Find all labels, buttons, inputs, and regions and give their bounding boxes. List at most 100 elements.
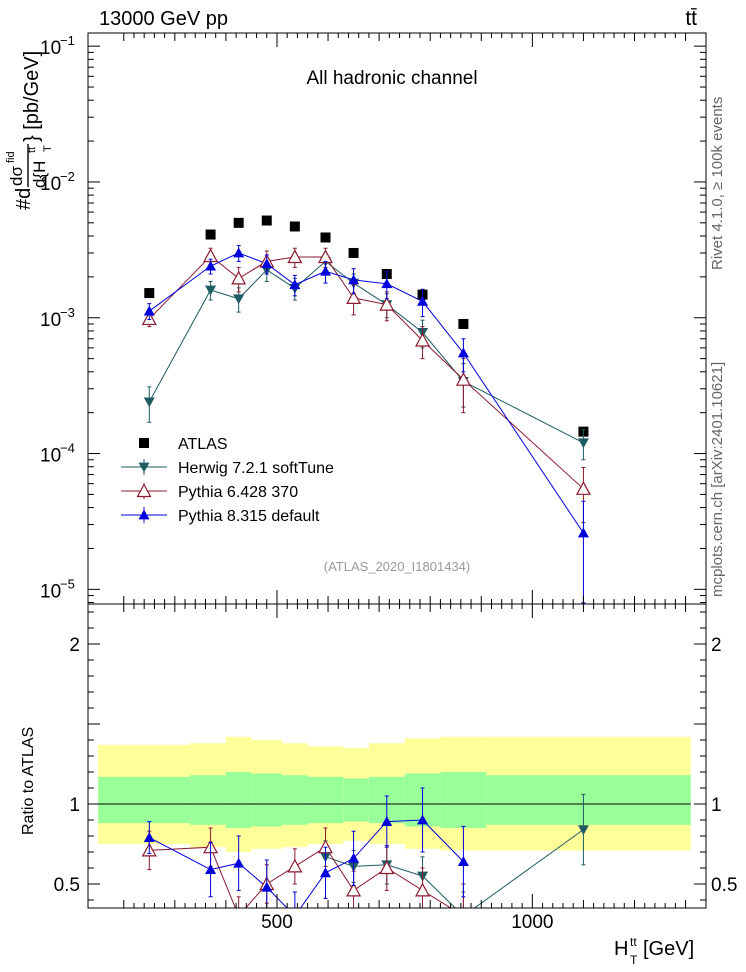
point-herwig [577, 438, 589, 449]
point-atlas [233, 217, 244, 228]
point-pythia8 [457, 347, 469, 358]
ratio-point-pythia8 [348, 852, 360, 863]
ratio-y-tick-label: 0.5 [54, 875, 80, 896]
y-tick-label-exp: −4 [60, 441, 75, 456]
legend-marker-herwig [138, 462, 150, 473]
legend-marker-pythia6 [136, 483, 152, 498]
ratio-y-tick-label-right: 1 [711, 795, 722, 816]
x-tick-label: 500 [261, 912, 293, 933]
y-label-den: d{H [30, 161, 49, 188]
x-label-unit: [GeV] [643, 938, 694, 960]
ratio-point-pythia6 [379, 860, 395, 875]
ratio-point-pythia8 [233, 857, 245, 868]
rivet-label: Rivet 4.1.0, ≥ 100k events [709, 97, 726, 270]
ratio-point-pythia8 [381, 816, 393, 826]
point-pythia6 [379, 296, 395, 311]
point-herwig [205, 285, 217, 296]
ratio-point-pythia8 [143, 832, 155, 842]
point-atlas [144, 288, 155, 299]
analysis-label: (ATLAS_2020_I1801434) [324, 559, 470, 574]
legend-label-pythia6: Pythia 6.428 370 [178, 484, 298, 501]
x-label-sup-tt: tt [630, 935, 637, 949]
y-tick-label-exp: −5 [60, 576, 75, 591]
ratio-panel: 0.5 0.5 1 1 2 2 500 1000 [54, 603, 737, 933]
point-atlas [348, 247, 359, 258]
plot-title: All hadronic channel [306, 68, 477, 89]
ratio-point-pythia6 [287, 858, 303, 873]
point-pythia8 [348, 274, 360, 285]
point-herwig [233, 294, 245, 305]
ratio-point-herwig [577, 825, 589, 836]
point-herwig [143, 397, 155, 408]
y-label-fid: fid [5, 151, 17, 163]
point-pythia8 [381, 278, 393, 289]
legend-label-herwig: Herwig 7.2.1 softTune [178, 460, 334, 477]
ratio-line-herwig [325, 829, 584, 908]
band-stat [190, 775, 226, 825]
y-label-hash: #d [13, 188, 35, 210]
point-atlas [289, 221, 300, 232]
y-tick-label-exp: −1 [60, 33, 75, 48]
legend-label-atlas: ATLAS [178, 436, 228, 453]
ratio-point-pythia6 [415, 882, 431, 897]
point-pythia6 [231, 270, 247, 285]
y-label-sup-tt: tt [26, 147, 38, 153]
point-atlas [458, 318, 469, 329]
x-label-h: H [614, 938, 628, 960]
y-tick-label: 10 [40, 174, 61, 195]
x-label-sub-t: T [630, 953, 638, 967]
x-axis-label: H tt T [GeV] [614, 935, 694, 967]
point-pythia6 [455, 371, 471, 386]
header-right: tt̄ [685, 7, 697, 30]
point-pythia8 [289, 279, 301, 290]
ratio-point-pythia8 [417, 814, 429, 825]
band-stat [225, 772, 252, 828]
point-atlas [261, 215, 272, 226]
y-tick-label-exp: −3 [60, 305, 75, 320]
legend-marker-pythia8 [138, 509, 150, 520]
ratio-point-pythia8 [261, 881, 273, 892]
point-pythia8 [417, 295, 429, 306]
ratio-line-pythia8 [149, 819, 464, 908]
point-atlas [205, 229, 216, 240]
header-left: 13000 GeV pp [99, 8, 228, 30]
x-tick-label: 1000 [511, 912, 553, 933]
point-pythia8 [577, 527, 589, 538]
legend: ATLAS Herwig 7.2.1 softTune Pythia 6.428 3… [121, 436, 334, 525]
y-tick-label: 10 [40, 581, 61, 602]
y-label-unit: } [pb/GeV] [21, 51, 43, 142]
ratio-point-pythia6 [346, 882, 362, 897]
ratio-y-label: Ratio to ATLAS [20, 727, 37, 835]
ratio-point-pythia8 [205, 864, 217, 874]
mcplots-label: mcplots.cern.ch [arXiv:2401.10621] [709, 362, 726, 597]
point-pythia8 [319, 265, 331, 276]
point-pythia8 [261, 258, 273, 269]
point-pythia8 [233, 247, 245, 258]
y-label-sub-t: T [42, 145, 54, 152]
y-tick-label-exp: −2 [60, 169, 75, 184]
y-tick-label: 10 [40, 446, 61, 467]
legend-label-pythia8: Pythia 8.315 default [178, 508, 320, 525]
band-stat [486, 775, 691, 825]
y-tick-label: 10 [40, 310, 61, 331]
point-pythia6 [415, 332, 431, 347]
ratio-y-tick-label: 1 [69, 795, 80, 816]
y-axis-label: #d dσ fid d{H T tt } [pb/GeV] [5, 51, 54, 210]
y-tick-label: 10 [40, 38, 61, 59]
ratio-y-tick-label-right: 2 [711, 635, 722, 656]
point-atlas [320, 232, 331, 243]
y-label-dsigma: dσ [7, 166, 26, 186]
point-pythia8 [205, 260, 217, 271]
ratio-point-pythia8 [319, 867, 331, 878]
point-pythia6 [287, 249, 303, 264]
ratio-point-pythia8 [457, 856, 469, 866]
band-stat [98, 776, 191, 824]
band-stat [343, 778, 369, 822]
point-pythia6 [575, 481, 591, 495]
point-pythia8 [143, 305, 155, 316]
ratio-y-tick-label-right: 0.5 [711, 875, 737, 896]
ratio-series-group [141, 787, 589, 908]
band-stat [307, 776, 344, 824]
band-stat [282, 775, 308, 825]
